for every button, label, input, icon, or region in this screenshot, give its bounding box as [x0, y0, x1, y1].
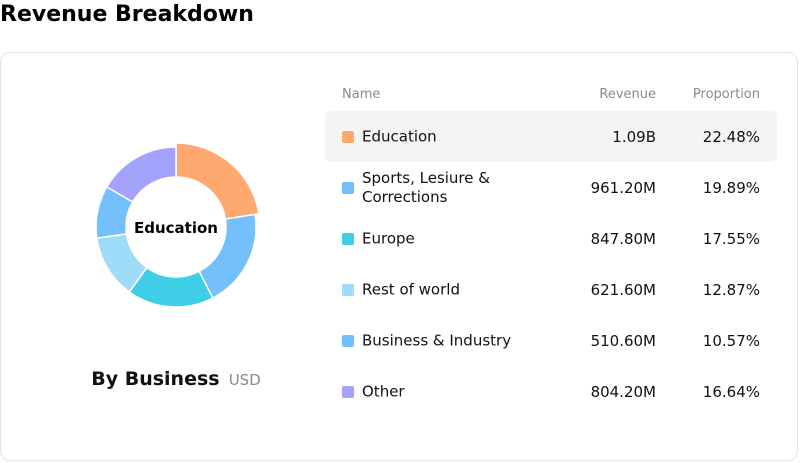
row-name: Education	[362, 127, 522, 146]
row-proportion: 12.87%	[703, 281, 760, 299]
row-revenue: 847.80M	[591, 230, 656, 248]
donut-center-label: Education	[134, 219, 218, 237]
donut-slice[interactable]	[107, 147, 176, 202]
table-row[interactable]: Business & Industry 510.60M 10.57%	[325, 315, 777, 366]
row-revenue: 510.60M	[591, 332, 656, 350]
legend-swatch	[342, 335, 354, 347]
page-title: Revenue Breakdown	[0, 2, 254, 27]
row-revenue: 1.09B	[612, 128, 656, 146]
row-proportion: 19.89%	[703, 179, 760, 197]
row-revenue: 621.60M	[591, 281, 656, 299]
header-revenue: Revenue	[599, 87, 656, 102]
row-name: Rest of world	[362, 280, 522, 299]
row-name: Europe	[362, 229, 522, 248]
chart-caption-title: By Business	[91, 368, 219, 390]
header-proportion: Proportion	[693, 87, 760, 102]
row-proportion: 10.57%	[703, 332, 760, 350]
row-revenue: 961.20M	[591, 179, 656, 197]
donut-chart[interactable]: Education	[86, 137, 266, 317]
table-row[interactable]: Other 804.20M 16.64%	[325, 366, 777, 417]
row-proportion: 22.48%	[703, 128, 760, 146]
legend-swatch	[342, 131, 354, 143]
donut-slice[interactable]	[176, 143, 259, 219]
row-name: Other	[362, 382, 522, 401]
header-name: Name	[342, 87, 380, 102]
table-row[interactable]: Rest of world 621.60M 12.87%	[325, 264, 777, 315]
revenue-card: Education By Business USD Name Revenue P…	[0, 52, 798, 461]
legend-swatch	[342, 182, 354, 194]
legend-swatch	[342, 386, 354, 398]
row-proportion: 17.55%	[703, 230, 760, 248]
table-row[interactable]: Education 1.09B 22.48%	[325, 111, 777, 162]
row-proportion: 16.64%	[703, 383, 760, 401]
chart-caption-unit: USD	[229, 371, 261, 389]
table-header: Name Revenue Proportion	[325, 79, 777, 111]
row-revenue: 804.20M	[591, 383, 656, 401]
legend-swatch	[342, 233, 354, 245]
table-body: Education 1.09B 22.48% Sports, Lesiure & Co…	[325, 111, 777, 417]
row-name: Sports, Lesiure & Corrections	[362, 169, 522, 207]
chart-area: Education By Business USD	[1, 53, 321, 462]
breakdown-table: Name Revenue Proportion Education 1.09B 22…	[325, 79, 777, 417]
chart-caption: By Business USD	[1, 368, 351, 390]
row-name: Business & Industry	[362, 331, 522, 350]
table-row[interactable]: Europe 847.80M 17.55%	[325, 213, 777, 264]
legend-swatch	[342, 284, 354, 296]
table-row[interactable]: Sports, Lesiure & Corrections 961.20M 19.8…	[325, 162, 777, 213]
